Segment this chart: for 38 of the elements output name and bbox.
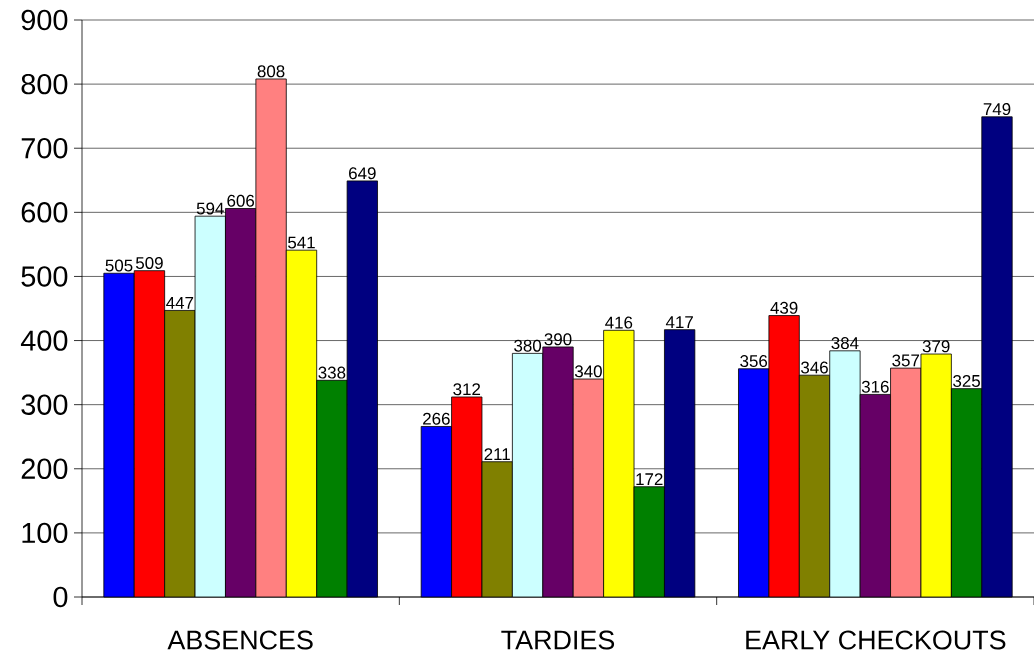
data-label: 606 bbox=[227, 194, 255, 207]
y-tick-label: 300 bbox=[21, 394, 68, 415]
y-tick-label: 700 bbox=[21, 138, 68, 159]
data-label: 316 bbox=[861, 380, 889, 393]
x-tick-label: EARLY CHECKOUTS bbox=[746, 630, 1006, 650]
data-label: 594 bbox=[196, 202, 224, 215]
data-label: 325 bbox=[953, 374, 980, 387]
y-tick-label: 600 bbox=[21, 202, 68, 223]
x-tick-label: ABSENCES bbox=[167, 630, 313, 650]
data-label: 380 bbox=[514, 339, 542, 352]
y-tick-label: 500 bbox=[21, 266, 68, 287]
data-label: 509 bbox=[135, 256, 163, 269]
data-label: 356 bbox=[740, 355, 768, 368]
data-label: 447 bbox=[166, 297, 194, 309]
data-label: 541 bbox=[288, 236, 315, 249]
data-label: 338 bbox=[318, 366, 346, 379]
data-label: 417 bbox=[665, 316, 693, 328]
data-label: 749 bbox=[983, 103, 1011, 116]
x-tick-label: TARDIES bbox=[501, 630, 615, 650]
data-label: 211 bbox=[484, 448, 510, 461]
y-tick-label: 0 bbox=[53, 586, 68, 608]
y-tick-label: 900 bbox=[21, 9, 68, 31]
y-tick-label: 200 bbox=[21, 458, 68, 479]
data-label: 266 bbox=[423, 412, 450, 425]
data-label: 172 bbox=[636, 473, 663, 486]
y-tick-label: 800 bbox=[21, 73, 68, 95]
data-label: 649 bbox=[349, 167, 376, 180]
data-label: 357 bbox=[892, 354, 920, 367]
y-tick-label: 100 bbox=[22, 522, 68, 544]
y-tick-label: 400 bbox=[20, 330, 68, 351]
data-label: 379 bbox=[922, 340, 950, 353]
data-label: 505 bbox=[105, 259, 133, 272]
data-label: 346 bbox=[801, 361, 828, 374]
data-label: 808 bbox=[257, 65, 285, 78]
data-label: 340 bbox=[574, 365, 602, 378]
data-label: 439 bbox=[770, 301, 798, 314]
data-label: 416 bbox=[605, 316, 633, 329]
data-label: 312 bbox=[453, 383, 481, 396]
